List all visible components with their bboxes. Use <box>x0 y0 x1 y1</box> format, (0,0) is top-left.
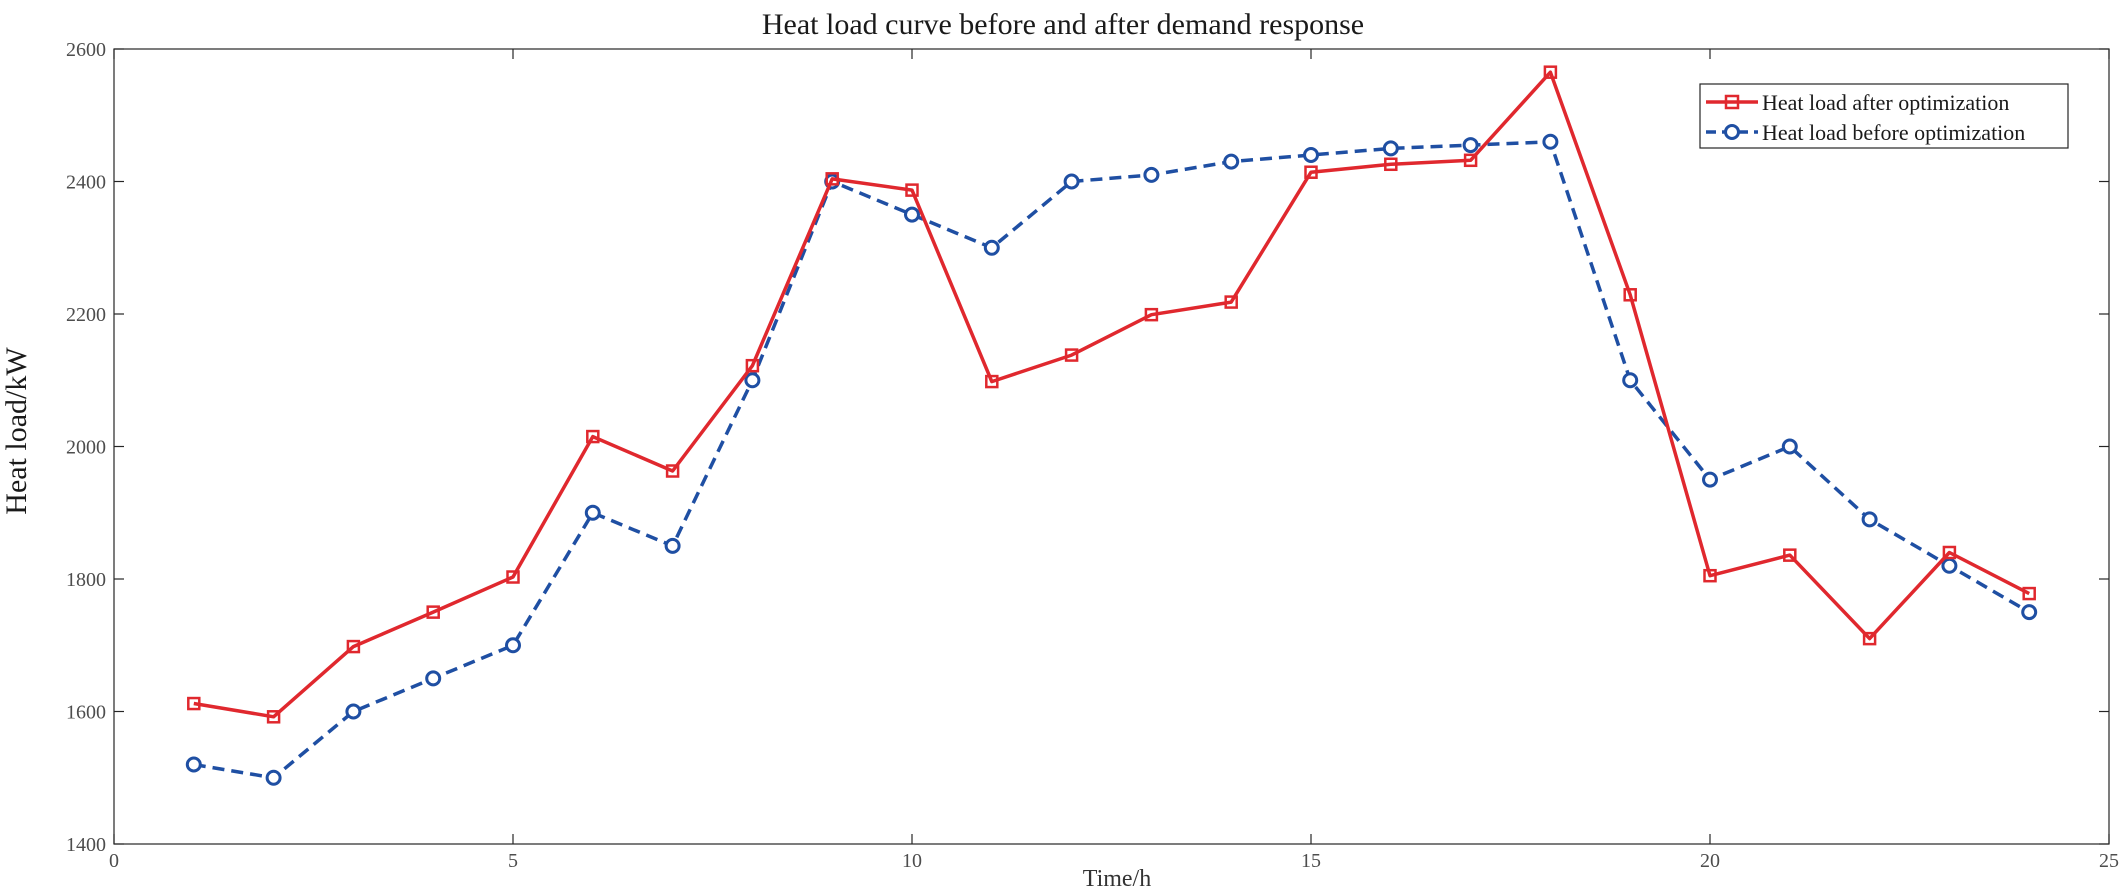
data-point-square <box>426 605 440 619</box>
data-point-square <box>187 696 201 711</box>
data-point-circle <box>1702 471 1718 488</box>
data-point-circle <box>1781 438 1798 455</box>
data-point-circle <box>505 637 521 654</box>
legend-label-after: Heat load after optimization <box>1762 90 2009 115</box>
series-after-optimization <box>187 65 2036 724</box>
data-point-square <box>1463 153 1478 168</box>
x-axis-label: Time/h <box>1083 866 1151 892</box>
x-tick-label: 0 <box>109 850 119 872</box>
y-tick-label: 1800 <box>66 569 106 591</box>
data-point-square <box>1304 165 1318 179</box>
y-axis-label: Heat load/kW <box>0 347 33 515</box>
data-point-square <box>1144 307 1159 322</box>
data-point-circle <box>1223 153 1240 170</box>
data-point-square <box>745 358 760 373</box>
y-tick-label: 2000 <box>66 437 106 459</box>
data-point-square <box>1623 288 1637 302</box>
data-point-circle <box>1542 133 1559 150</box>
data-point-circle <box>425 670 442 687</box>
data-point-square <box>1384 157 1398 172</box>
data-point-square <box>506 570 520 584</box>
data-point-square <box>1064 348 1079 362</box>
data-point-square <box>1942 545 1957 560</box>
data-point-square <box>825 172 839 186</box>
x-tick-label: 5 <box>508 850 518 872</box>
y-tick-label: 2400 <box>66 172 106 194</box>
data-point-circle <box>744 372 761 389</box>
data-point-circle <box>1143 166 1160 183</box>
data-point-square <box>1224 295 1238 309</box>
data-point-circle <box>1382 140 1399 157</box>
series-line <box>193 70 2031 719</box>
data-point-circle <box>185 756 202 773</box>
series-line <box>193 140 2031 780</box>
data-point-circle <box>904 206 920 223</box>
y-tick-label: 2600 <box>66 39 106 61</box>
data-point-circle <box>664 537 681 554</box>
data-point-square <box>1783 548 1797 562</box>
data-point-square <box>586 429 600 444</box>
data-point-circle <box>345 703 362 720</box>
y-tick-label: 1600 <box>66 702 106 724</box>
x-tick-label: 20 <box>1700 850 1720 872</box>
x-axis: 0 5 10 15 20 25 <box>109 49 2119 872</box>
data-point-circle <box>265 769 282 786</box>
legend-square-marker <box>1724 94 1740 110</box>
x-tick-label: 25 <box>2099 850 2119 872</box>
series-layer <box>185 65 2038 786</box>
data-point-square <box>665 464 680 478</box>
data-point-square <box>1703 568 1717 583</box>
data-point-circle <box>1303 147 1319 163</box>
x-tick-label: 15 <box>1301 850 1321 872</box>
data-point-circle <box>584 504 601 521</box>
data-point-circle <box>1622 372 1639 389</box>
data-point-square <box>905 183 919 197</box>
data-point-circle <box>983 239 1000 256</box>
data-point-square <box>266 710 281 724</box>
chart-title: Heat load curve before and after demand … <box>762 8 1364 41</box>
data-point-circle <box>1063 173 1080 190</box>
data-point-square <box>1862 631 1877 646</box>
y-tick-label: 2200 <box>66 304 106 326</box>
y-axis: 1400 1600 1800 2000 2200 2400 2600 <box>66 39 2109 856</box>
data-point-circle <box>1941 557 1958 574</box>
series-before-optimization <box>185 133 2038 786</box>
legend-box <box>1699 83 2069 149</box>
data-point-circle <box>1462 137 1479 154</box>
plot-frame <box>113 48 2110 845</box>
x-tick-label: 10 <box>902 850 922 872</box>
data-point-circle <box>1861 511 1878 528</box>
y-tick-label: 1400 <box>66 834 106 856</box>
data-point-square <box>985 374 999 389</box>
legend-label-before: Heat load before optimization <box>1762 120 2025 145</box>
legend-circle-marker <box>1724 124 1740 140</box>
legend: Heat load after optimization Heat load b… <box>1699 83 2069 149</box>
data-point-square <box>2022 586 2036 601</box>
data-point-circle <box>2021 604 2038 621</box>
data-point-square <box>346 639 361 654</box>
data-point-square <box>1543 65 1558 79</box>
